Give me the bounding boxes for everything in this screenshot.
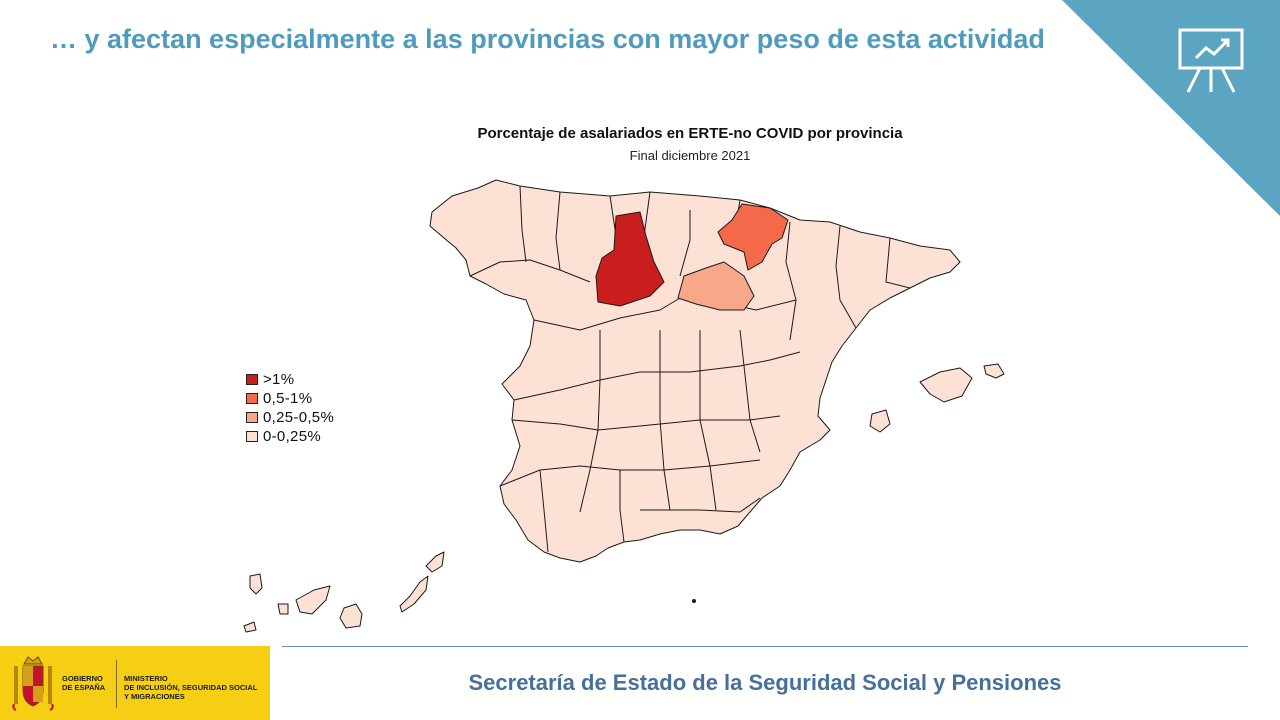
legend-label: 0-0,25% — [263, 428, 321, 445]
legend-label: 0,25-0,5% — [263, 409, 335, 426]
island-mallorca — [919, 367, 973, 403]
legend-label: >1% — [263, 371, 295, 388]
map-title: Porcentaje de asalariados en ERTE-no COV… — [477, 125, 903, 142]
map-subtitle: Final diciembre 2021 — [629, 148, 751, 163]
legend-item: 0,5-1% — [246, 389, 334, 408]
footer-text: Secretaría de Estado de la Seguridad Soc… — [468, 670, 1062, 695]
legend-item: 0,25-0,5% — [246, 408, 334, 427]
island-hierro — [243, 621, 257, 633]
legend-swatch-high — [246, 374, 258, 385]
island-gomera — [277, 603, 289, 615]
map-legend: >1% 0,5-1% 0,25-0,5% 0-0,25% — [246, 370, 334, 446]
government-logo-block: GOBIERNO DE ESPAÑA MINISTERIO DE INCLUSI… — [0, 646, 270, 720]
alboran-dot — [692, 599, 696, 603]
legend-swatch-medium — [246, 412, 258, 423]
logo-divider — [116, 660, 117, 708]
province-soria — [677, 261, 755, 311]
island-ibiza — [869, 409, 891, 433]
page-title: … y afectan especialmente a las provinci… — [50, 24, 1045, 54]
island-tenerife — [295, 585, 331, 615]
legend-item: >1% — [246, 370, 334, 389]
government-name: GOBIERNO DE ESPAÑA — [62, 674, 106, 692]
coat-of-arms-icon — [12, 656, 54, 711]
island-la-palma — [249, 573, 263, 595]
province-burgos — [595, 211, 665, 307]
island-lanzarote — [425, 551, 445, 573]
province-navarra — [717, 203, 789, 271]
legend-item: 0-0,25% — [246, 427, 334, 446]
island-menorca — [983, 363, 1005, 379]
island-gran-canaria — [339, 603, 363, 629]
legend-swatch-low — [246, 431, 258, 442]
presentation-chart-icon — [1178, 28, 1244, 93]
island-fuerteventura — [399, 575, 429, 613]
ministry-name: MINISTERIO DE INCLUSIÓN, SEGURIDAD SOCIA… — [124, 674, 258, 701]
legend-swatch-medium-high — [246, 393, 258, 404]
footer-divider — [282, 646, 1248, 647]
legend-label: 0,5-1% — [263, 390, 313, 407]
